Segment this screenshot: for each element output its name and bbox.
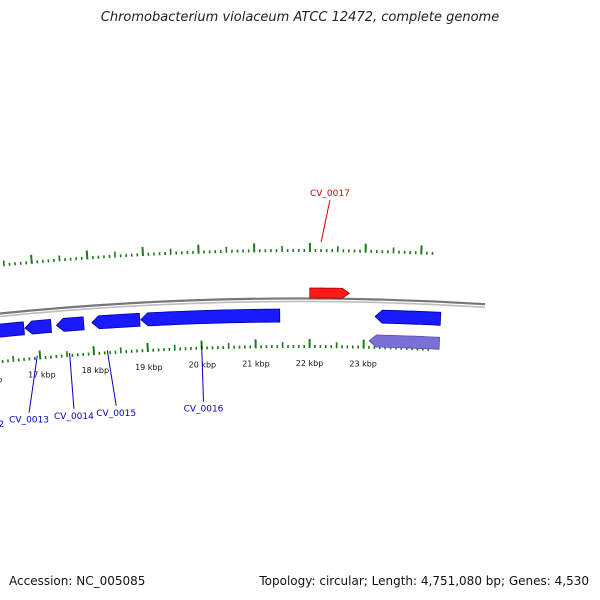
tick-mark xyxy=(12,355,15,363)
label-leader-line xyxy=(106,350,117,406)
reverse-gene-arrow[interactable] xyxy=(24,318,53,335)
reverse-strand-genes xyxy=(0,308,442,350)
tick-mark xyxy=(85,250,89,260)
label-leader-line xyxy=(201,345,205,402)
label-leader-line xyxy=(320,200,331,243)
label-leader-line xyxy=(28,355,38,413)
forward-gene-arrow[interactable] xyxy=(309,287,351,299)
gene-label-reverse[interactable]: CV_0012 xyxy=(0,420,4,430)
backbone xyxy=(0,297,486,318)
tick-mark xyxy=(92,346,96,356)
backbone-line xyxy=(0,297,486,315)
gene-label-reverse[interactable]: CV_0013 xyxy=(9,416,49,426)
gene-label-reverse[interactable]: CV_0015 xyxy=(96,409,136,419)
tick-mark xyxy=(30,254,33,264)
scale-label: 18 kbp xyxy=(82,366,110,375)
tick-mark xyxy=(2,260,5,267)
accession-text: Accession: NC_005085 xyxy=(9,574,146,588)
topology-text: Topology: circular; Length: 4,751,080 bp… xyxy=(259,574,589,588)
scale-label: 21 kbp xyxy=(242,359,270,368)
scale-label: 22 kbp xyxy=(296,359,324,368)
label-leader-line xyxy=(69,352,75,409)
reverse-gene-arrow[interactable] xyxy=(0,321,25,343)
backbone-line xyxy=(0,300,485,318)
reverse-gene-arrow[interactable] xyxy=(55,316,85,332)
tick-mark xyxy=(38,350,42,360)
gene-label-reverse[interactable]: CV_0016 xyxy=(184,405,224,415)
gene-label-forward[interactable]: CV_0017 xyxy=(310,189,350,199)
inner-tick-ring xyxy=(1,339,430,364)
scale-label: 17 kbp xyxy=(28,370,56,379)
reverse-gene-arrow[interactable] xyxy=(374,309,442,326)
outer-tick-ring xyxy=(2,243,434,267)
gene-labels: CV_0009CV_0010CV_0017CV_0011CV_0012CV_00… xyxy=(0,189,350,430)
scale-label: 23 kbp xyxy=(349,360,377,369)
reverse-gene-arrow[interactable] xyxy=(91,312,141,330)
scale-label: 19 kbp xyxy=(135,363,163,372)
map-title: Chromobacterium violaceum ATCC 12472, co… xyxy=(100,10,500,25)
gene-label-reverse[interactable]: CV_0014 xyxy=(54,412,94,422)
forward-strand-genes xyxy=(309,287,351,299)
reverse-gene-arrow[interactable] xyxy=(140,308,281,327)
scale-label: 16 kbp xyxy=(0,376,2,385)
reverse-gene-arrow[interactable] xyxy=(368,334,441,350)
